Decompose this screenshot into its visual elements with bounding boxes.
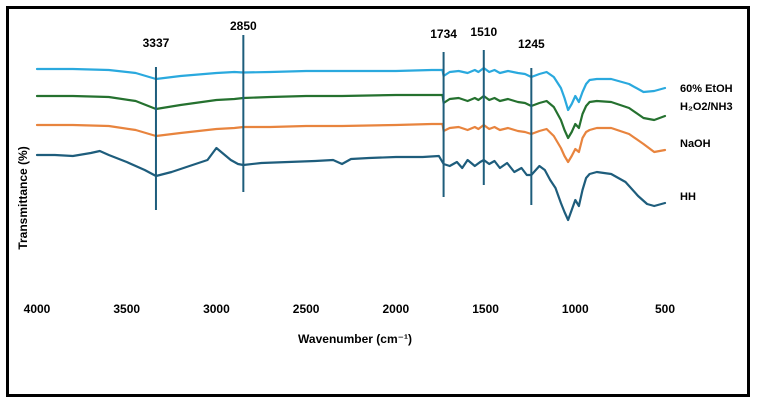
series-layer bbox=[35, 66, 667, 222]
series-line-0 bbox=[35, 66, 667, 112]
series-label-layer: 60% EtOH H₂O2/NH3 NaOH HH bbox=[680, 83, 733, 203]
series-line-3 bbox=[35, 146, 667, 222]
peak-marker-label-0: 3337 bbox=[143, 36, 170, 50]
x-tick-label-1: 3500 bbox=[113, 302, 140, 316]
series-line-2 bbox=[35, 122, 667, 164]
peak-marker-label-1: 2850 bbox=[230, 19, 257, 33]
peak-marker-label-2: 1734 bbox=[430, 27, 457, 41]
x-tick-label-5: 1500 bbox=[472, 302, 499, 316]
y-axis-title: Transmittance (%) bbox=[16, 146, 30, 249]
series-label-0: 60% EtOH bbox=[680, 83, 733, 95]
peak-marker-layer: 3337 2850 1734 1510 1245 bbox=[143, 19, 545, 210]
series-label-1: H₂O2/NH3 bbox=[680, 101, 733, 113]
peak-marker-label-3: 1510 bbox=[470, 25, 497, 39]
x-tick-label-7: 500 bbox=[655, 302, 675, 316]
x-axis-title: Wavenumber (cm⁻¹) bbox=[298, 332, 412, 346]
x-tick-label-6: 1000 bbox=[562, 302, 589, 316]
series-label-3: HH bbox=[680, 191, 696, 203]
x-tick-label-0: 4000 bbox=[24, 302, 51, 316]
chart-frame bbox=[6, 6, 750, 397]
peak-marker-label-4: 1245 bbox=[518, 37, 545, 51]
x-tick-label-3: 2500 bbox=[293, 302, 320, 316]
x-tick-label-4: 2000 bbox=[383, 302, 410, 316]
series-label-2: NaOH bbox=[680, 138, 711, 150]
x-tick-layer: 4000 3500 3000 2500 2000 1500 1000 500 bbox=[24, 302, 676, 316]
series-line-1 bbox=[35, 93, 667, 140]
x-tick-label-2: 3000 bbox=[203, 302, 230, 316]
